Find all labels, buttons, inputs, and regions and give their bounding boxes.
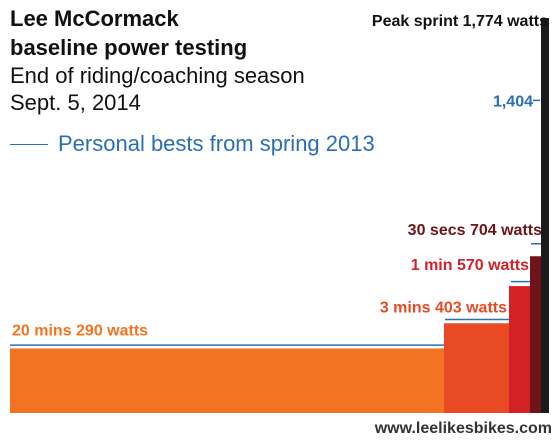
bar-peak-sprint — [541, 18, 549, 413]
label-1-min: 1 min 570 watts — [411, 257, 529, 274]
chart-subtitle-line-1: End of riding/coaching season — [10, 63, 305, 88]
bar-20-mins — [10, 348, 444, 413]
bar-3-mins — [444, 323, 509, 413]
legend-label: Personal bests from spring 2013 — [58, 131, 375, 156]
legend: Personal bests from spring 2013 — [10, 131, 375, 157]
bar-30-secs — [530, 256, 541, 413]
watermark: www.leelikesbikes.com — [374, 420, 552, 437]
bar-1-min — [509, 286, 530, 413]
chart-title-line-2: baseline power testing — [10, 35, 248, 60]
chart-title-block: Lee McCormack baseline power testing End… — [10, 4, 305, 116]
label-20-mins: 20 mins 290 watts — [12, 322, 148, 339]
label-peak-sprint: Peak sprint 1,774 watts — [372, 13, 548, 30]
label-30-secs: 30 secs 704 watts — [408, 222, 542, 239]
label-3-mins: 3 mins 403 watts — [380, 299, 507, 316]
chart-title-line-1: Lee McCormack — [10, 6, 179, 31]
chart-subtitle-line-2: Sept. 5, 2014 — [10, 90, 141, 115]
legend-swatch — [10, 143, 48, 145]
pb-annotation-peak: 1,404 — [493, 93, 533, 110]
